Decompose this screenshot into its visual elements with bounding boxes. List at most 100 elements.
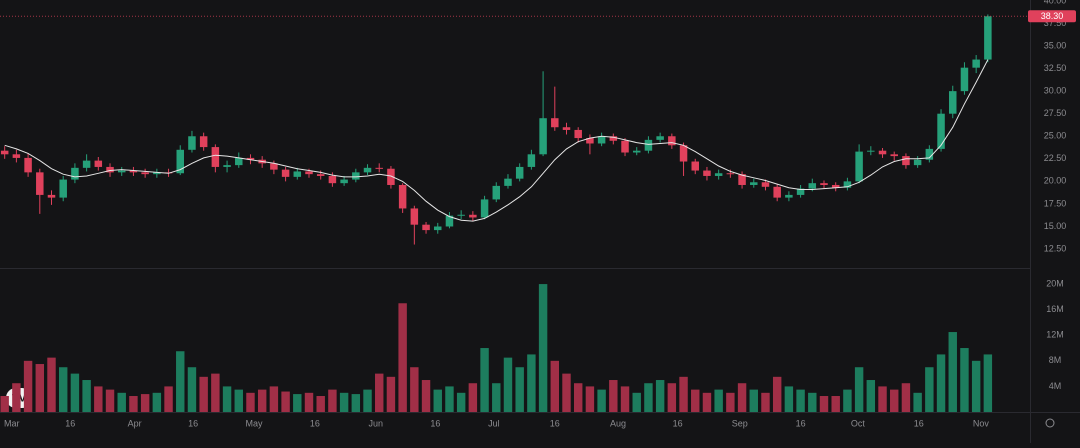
volume-bar — [199, 376, 208, 412]
volume-bar — [375, 373, 384, 412]
candle-body — [352, 172, 360, 180]
settings-icon[interactable] — [1045, 418, 1055, 428]
candle-body — [305, 171, 313, 175]
volume-bar — [187, 367, 197, 412]
volume-bar — [304, 392, 314, 412]
volume-bar — [890, 389, 899, 412]
volume-bar — [737, 383, 747, 412]
volume-bar — [772, 376, 782, 412]
candle-body — [129, 170, 138, 173]
volume-bar — [410, 367, 419, 412]
volume-bar — [234, 389, 243, 412]
candle-body — [808, 183, 817, 189]
volume-bar — [702, 392, 712, 412]
candle-body — [492, 185, 501, 200]
candle-body — [340, 179, 348, 184]
x-tick-label: 16 — [430, 418, 440, 428]
x-tick-label: May — [245, 418, 263, 428]
volume-bar — [749, 389, 758, 412]
candle-body — [328, 175, 337, 184]
volume-bar — [808, 392, 817, 412]
y-tick-label: 16M — [1046, 304, 1064, 314]
candle-body — [480, 199, 489, 218]
candle-body — [656, 136, 664, 140]
volume-bar — [597, 389, 606, 412]
candle-body — [71, 167, 79, 180]
moving-average-line — [4, 59, 989, 222]
volume-bar — [843, 389, 852, 412]
volume-bar — [866, 380, 876, 412]
candle-body — [867, 150, 875, 152]
x-tick-label: Aug — [610, 418, 626, 428]
volume-bar — [538, 284, 548, 412]
volume-bar — [585, 386, 595, 412]
volume-bar — [644, 383, 653, 412]
candle-body — [738, 174, 746, 185]
candle-body — [176, 149, 184, 174]
volume-bar — [936, 354, 946, 412]
volume-bar — [480, 348, 489, 412]
volume-bar — [527, 354, 536, 412]
y-tick-label: 17.50 — [1044, 198, 1067, 208]
y-tick-label: 25.00 — [1044, 131, 1067, 141]
candle-body — [375, 167, 383, 169]
candle-body — [890, 154, 898, 157]
y-tick-label: 35.00 — [1044, 40, 1067, 50]
candle-body — [984, 16, 992, 60]
volume-bar — [257, 389, 267, 412]
candle-body — [925, 148, 934, 160]
candle-body — [270, 163, 278, 170]
x-tick-label: Oct — [851, 418, 866, 428]
volume-bar — [433, 389, 442, 412]
candle-body — [586, 138, 594, 144]
candle-body — [527, 154, 536, 167]
y-tick-label: 37.50 — [1044, 18, 1067, 28]
volume-bar — [515, 367, 524, 412]
candle-body — [562, 127, 571, 130]
volume-bar — [140, 394, 150, 412]
candle-body — [621, 140, 629, 153]
candle-body — [949, 91, 957, 114]
candle-body — [281, 169, 290, 177]
last-price-label: 38.30 — [1041, 11, 1064, 21]
volume-bar — [421, 380, 431, 412]
y-tick-label: 15.00 — [1044, 221, 1067, 231]
volume-bar — [82, 380, 91, 412]
volume-bar — [492, 383, 501, 412]
candle-body — [293, 171, 302, 177]
candle-body — [831, 184, 840, 188]
candle-body — [445, 215, 454, 227]
volume-bar — [714, 389, 723, 412]
candle-body — [913, 159, 922, 166]
y-tick-label: 12M — [1046, 330, 1064, 340]
volume-bar — [398, 303, 407, 412]
candle-body — [235, 157, 243, 166]
volume-bar — [503, 357, 513, 412]
candle-body — [188, 136, 196, 150]
candle-body — [960, 67, 969, 92]
volume-bar — [152, 392, 162, 412]
volume-bar — [246, 392, 255, 412]
x-tick-label: Nov — [973, 418, 990, 428]
candle-body — [937, 113, 945, 149]
volume-bar — [129, 396, 138, 412]
candle-body — [843, 181, 852, 188]
volume-bar — [913, 392, 922, 412]
x-tick-label: 16 — [796, 418, 806, 428]
candle-body — [469, 214, 477, 218]
volume-bar — [35, 364, 45, 412]
candle-body — [785, 194, 793, 198]
candle-body — [59, 179, 67, 198]
y-tick-label: 27.50 — [1044, 108, 1067, 118]
candle-body — [796, 188, 805, 195]
x-tick-label: Jun — [368, 418, 383, 428]
volume-bar — [960, 348, 969, 412]
candle-body — [714, 173, 723, 176]
candle-body — [504, 178, 512, 186]
volume-bar — [339, 392, 349, 412]
volume-bar — [316, 396, 325, 412]
candle-body — [726, 173, 735, 175]
y-tick-label: 8M — [1049, 355, 1062, 365]
candle-body — [106, 166, 114, 173]
volume-bar — [281, 391, 290, 412]
